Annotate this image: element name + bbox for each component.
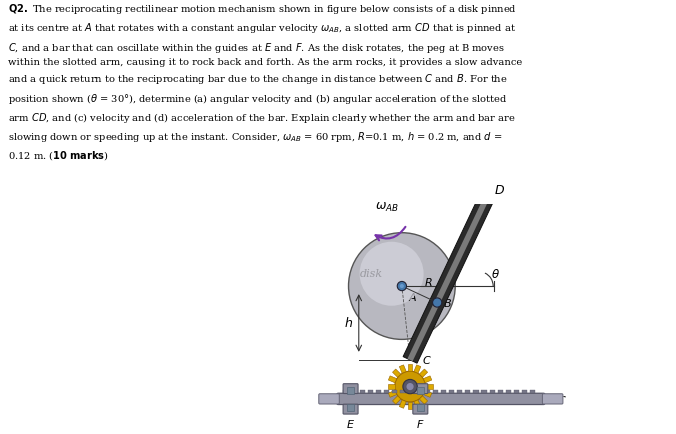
Bar	[498, 390, 503, 393]
Bar	[530, 390, 535, 393]
Text: $D$: $D$	[494, 184, 505, 197]
FancyBboxPatch shape	[343, 384, 358, 394]
Text: $\bf{Q2.}$ The reciprocating rectilinear motion mechanism shown in figure below : $\bf{Q2.}$ The reciprocating rectilinear…	[8, 2, 523, 162]
Bar	[441, 390, 446, 393]
Text: disk: disk	[360, 269, 383, 279]
Bar	[457, 390, 462, 393]
Text: $R$: $R$	[424, 276, 433, 288]
Polygon shape	[400, 365, 406, 373]
Text: $C$: $C$	[422, 354, 432, 366]
FancyBboxPatch shape	[542, 394, 563, 404]
Bar	[392, 390, 397, 393]
Text: $A$: $A$	[408, 291, 418, 303]
Bar	[376, 390, 381, 393]
Polygon shape	[414, 365, 420, 373]
Bar	[343, 390, 349, 393]
Bar	[347, 404, 354, 411]
Bar	[506, 390, 511, 393]
FancyBboxPatch shape	[337, 393, 545, 404]
Circle shape	[403, 379, 417, 394]
Circle shape	[433, 298, 442, 307]
Polygon shape	[400, 400, 406, 408]
Bar	[416, 404, 424, 411]
Bar	[425, 390, 430, 393]
Bar	[408, 390, 414, 393]
Text: $\theta$: $\theta$	[491, 268, 500, 281]
FancyBboxPatch shape	[319, 394, 339, 404]
Circle shape	[349, 233, 455, 339]
Bar	[473, 390, 479, 393]
Bar	[416, 390, 422, 393]
Bar	[449, 390, 454, 393]
Polygon shape	[419, 369, 428, 377]
FancyBboxPatch shape	[343, 404, 358, 414]
Bar	[481, 390, 487, 393]
Polygon shape	[423, 376, 432, 383]
Bar	[514, 390, 519, 393]
Bar	[522, 390, 527, 393]
Circle shape	[486, 190, 492, 196]
Text: $E$: $E$	[346, 418, 355, 431]
Bar	[384, 390, 389, 393]
Circle shape	[395, 371, 425, 402]
Bar	[416, 387, 424, 394]
Polygon shape	[388, 390, 397, 397]
Text: bar: bar	[546, 394, 566, 404]
Polygon shape	[393, 396, 401, 404]
Bar	[489, 390, 495, 393]
Circle shape	[397, 281, 406, 291]
Bar	[368, 390, 373, 393]
Polygon shape	[423, 390, 432, 397]
Polygon shape	[408, 402, 412, 409]
Polygon shape	[419, 396, 428, 404]
Polygon shape	[425, 385, 433, 389]
Circle shape	[481, 185, 497, 201]
Polygon shape	[414, 400, 420, 408]
Bar	[433, 390, 438, 393]
Bar	[360, 390, 365, 393]
Polygon shape	[408, 364, 412, 371]
FancyBboxPatch shape	[413, 404, 428, 414]
Circle shape	[406, 383, 414, 390]
Circle shape	[400, 284, 404, 288]
Bar	[400, 390, 406, 393]
Polygon shape	[393, 369, 401, 377]
Bar	[352, 390, 357, 393]
Text: $\omega_{AB}$: $\omega_{AB}$	[375, 201, 398, 214]
Text: $B$: $B$	[443, 296, 452, 309]
Polygon shape	[387, 385, 395, 389]
Text: $h$: $h$	[343, 316, 353, 330]
FancyBboxPatch shape	[413, 384, 428, 394]
Polygon shape	[408, 192, 491, 361]
Bar	[465, 390, 470, 393]
Polygon shape	[388, 376, 397, 383]
Circle shape	[360, 242, 424, 306]
Text: $F$: $F$	[416, 418, 425, 431]
Polygon shape	[403, 190, 496, 363]
Bar	[347, 387, 354, 394]
